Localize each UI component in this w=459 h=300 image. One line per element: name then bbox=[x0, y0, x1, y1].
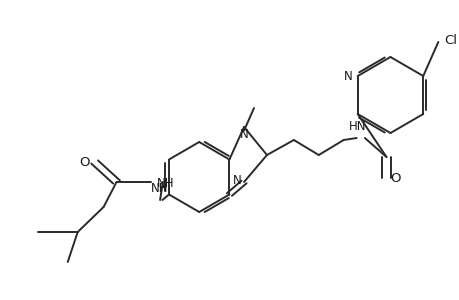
Text: Cl: Cl bbox=[443, 34, 456, 47]
Text: O: O bbox=[390, 172, 400, 184]
Text: O: O bbox=[79, 155, 90, 169]
Text: HN: HN bbox=[348, 120, 366, 133]
Text: NH: NH bbox=[151, 182, 168, 195]
Text: N: N bbox=[239, 128, 248, 141]
Text: N: N bbox=[232, 174, 241, 187]
Text: N: N bbox=[343, 70, 352, 83]
Text: NH: NH bbox=[156, 177, 174, 190]
